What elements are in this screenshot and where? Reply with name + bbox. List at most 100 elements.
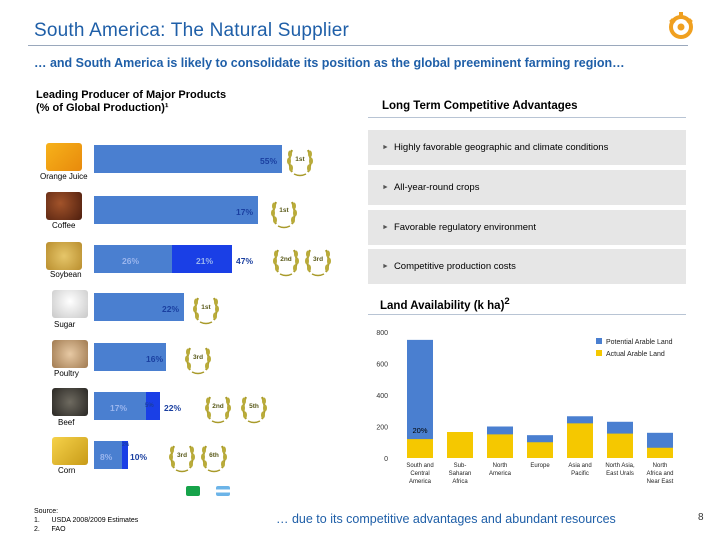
x-category-label: Central — [410, 471, 429, 477]
source-item: 1. USDA 2008/2009 Estimates — [34, 516, 138, 525]
land-availability-header: Land Availability (k ha)2 — [380, 296, 510, 312]
rank-label: 5th — [249, 403, 259, 410]
bullet-arrow-icon: ► — [382, 263, 389, 270]
product-label: Coffee — [52, 221, 76, 230]
bar-value: 22% — [162, 304, 180, 314]
rank-label: 1st — [201, 304, 211, 311]
advantage-text: Competitive production costs — [393, 261, 516, 272]
bar-value: 8% — [100, 452, 113, 462]
actual-bar — [487, 434, 513, 458]
x-category-label: North — [653, 463, 668, 469]
actual-bar — [567, 423, 593, 458]
advantage-text: Highly favorable geographic and climate … — [393, 142, 609, 153]
bar-brazil — [94, 343, 166, 371]
land-divider — [368, 314, 686, 315]
bar-value: 10% — [130, 452, 148, 462]
x-category-label: Pacific — [571, 471, 589, 477]
bar-value: 17% — [236, 207, 254, 217]
rank-label: 1st — [295, 156, 305, 163]
product-label: Beef — [58, 418, 75, 427]
y-tick-label: 0 — [384, 456, 388, 463]
bar-value: 5% — [145, 403, 154, 409]
x-category-label: East Urals — [606, 471, 634, 477]
bar-value: 47% — [236, 256, 254, 266]
x-category-label: Asia and — [568, 463, 591, 469]
source-num: 1. — [34, 517, 40, 524]
land-header-text: Land Availability (k ha) — [380, 299, 505, 312]
legend-label: Actual Arable Land — [606, 351, 665, 358]
legend-swatch — [596, 338, 602, 344]
bar-value: 22% — [164, 403, 182, 413]
producer-header-line1: Leading Producer of Major Products — [36, 89, 227, 101]
advantage-item: ► Favorable regulatory environment — [368, 210, 686, 245]
source-notes: Source: 1. USDA 2008/2009 Estimates 2. F… — [34, 507, 138, 534]
x-category-label: Africa — [452, 479, 468, 485]
x-category-label: Saharan — [449, 471, 472, 477]
actual-bar — [607, 433, 633, 458]
bar-brazil — [94, 245, 172, 273]
bar-brazil — [94, 145, 282, 173]
rank-label: 3rd — [192, 354, 204, 361]
bar-brazil — [94, 441, 122, 469]
bar-brazil — [94, 392, 146, 420]
subtitle: … and South America is likely to consoli… — [34, 56, 625, 70]
y-tick-label: 400 — [376, 393, 388, 400]
bullet-arrow-icon: ► — [382, 184, 389, 191]
rank-label: 1st — [279, 207, 289, 214]
legend-label: Potential Arable Land — [606, 339, 673, 346]
advantage-text: Favorable regulatory environment — [393, 222, 536, 233]
title-divider — [28, 45, 688, 46]
footer-message: … due to its competitive advantages and … — [276, 512, 616, 526]
y-tick-label: 200 — [376, 425, 388, 432]
bar-value: 55% — [260, 156, 278, 166]
bar-value: 17% — [110, 403, 128, 413]
advantage-text: All-year-round crops — [393, 182, 480, 193]
bar-value: 26% — [122, 256, 140, 266]
beef-image — [52, 388, 88, 416]
source-text: USDA 2008/2009 Estimates — [51, 517, 139, 524]
sugar-image — [52, 290, 88, 318]
source-text: FAO — [51, 526, 66, 533]
actual-bar — [407, 439, 433, 458]
x-category-label: Africa and — [646, 471, 673, 477]
x-category-label: America — [409, 479, 432, 485]
advantage-item: ► Highly favorable geographic and climate… — [368, 130, 686, 165]
actual-bar — [527, 442, 553, 458]
product-label: Soybean — [50, 270, 82, 279]
bar-brazil — [94, 196, 258, 224]
bar-argentina — [122, 441, 128, 469]
product-label: Orange Juice — [40, 172, 88, 181]
bar-value: 21% — [196, 256, 214, 266]
land-header-sup: 2 — [504, 296, 510, 307]
brazil-flag-icon — [186, 486, 200, 496]
advantages-header: Long Term Competitive Advantages — [382, 100, 578, 112]
bar-value: 16% — [146, 354, 164, 364]
bar-value: 2% — [122, 442, 130, 448]
page-number: 8 — [698, 512, 704, 523]
actual-bar — [447, 432, 473, 458]
company-logo-icon — [669, 12, 693, 39]
soybean-image — [46, 242, 82, 270]
bar-argentina — [146, 392, 160, 420]
corn-image — [52, 437, 88, 465]
y-tick-label: 600 — [376, 362, 388, 369]
rank-label: 3rd — [312, 256, 324, 263]
source-num: 2. — [34, 526, 40, 533]
bar-brazil — [94, 293, 184, 321]
y-tick-label: 800 — [376, 330, 388, 337]
product-label: Corn — [58, 466, 76, 475]
x-category-label: America — [489, 471, 512, 477]
x-category-label: North — [493, 463, 508, 469]
poultry-image — [52, 340, 88, 368]
bullet-arrow-icon: ► — [382, 144, 389, 151]
rank-label: 2nd — [280, 256, 292, 263]
rank-label: 2nd — [212, 403, 224, 410]
rank-label: 6th — [209, 452, 219, 459]
producer-header: Leading Producer of Major Products (% of… — [36, 89, 226, 115]
page-title: South America: The Natural Supplier — [34, 20, 350, 41]
x-category-label: North Asia, — [605, 463, 635, 469]
source-heading: Source: — [34, 508, 59, 515]
advantage-item: ► Competitive production costs — [368, 249, 686, 284]
x-category-label: Sub- — [454, 463, 467, 469]
advantage-item: ► All-year-round crops — [368, 170, 686, 205]
